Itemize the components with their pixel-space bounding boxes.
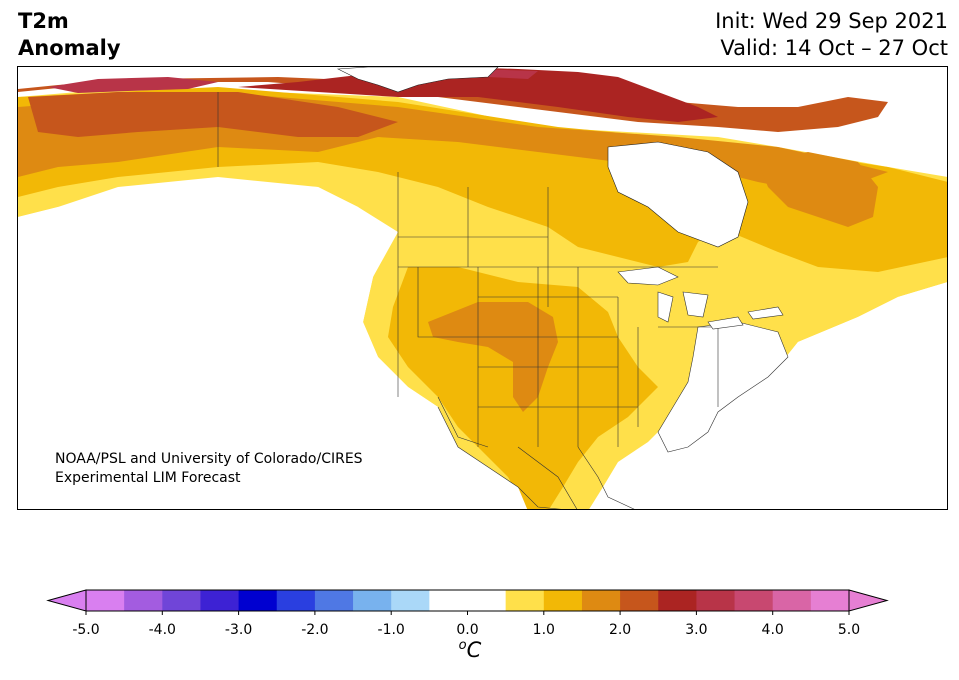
credit-line2: Experimental LIM Forecast (55, 470, 241, 486)
colorbar-tick-label: 5.0 (837, 622, 861, 638)
colorbar-segment (429, 590, 468, 611)
colorbar-tick-label: -1.0 (377, 622, 405, 638)
mexico-outline (437, 406, 635, 509)
colorbar-segment (505, 590, 545, 611)
colorbar-tick-label: 1.0 (532, 622, 555, 638)
anomaly-region-1.5-east (758, 152, 878, 227)
plot-title: T2m Anomaly (18, 8, 121, 62)
colorbar-segment (658, 590, 697, 611)
anomaly-region-1.5-central (428, 302, 558, 412)
atlantic-ocean (639, 282, 947, 509)
great-lakes (617, 266, 784, 330)
colorbar-segment (238, 590, 278, 611)
colorbar-segment (810, 590, 850, 611)
colorbar-segment (162, 590, 201, 611)
colorbar-tick-label: 0.0 (456, 622, 479, 638)
colorbar-tick-label: -3.0 (224, 622, 253, 638)
anomaly-region-3.0 (48, 77, 218, 93)
map-svg (18, 67, 947, 509)
colorbar-tick-label: -5.0 (72, 622, 100, 638)
credit-text: NOAA/PSL and University of Colorado/CIRE… (55, 450, 363, 488)
anomaly-map (17, 66, 948, 510)
colorbar-segment (353, 590, 392, 611)
colorbar-tick-label: -4.0 (148, 622, 176, 638)
title-variable: T2m (18, 9, 69, 33)
political-boundaries (217, 92, 719, 509)
colorbar-segment (200, 590, 240, 611)
pacific-ocean (18, 182, 528, 509)
valid-date: Valid: 14 Oct – 27 Oct (720, 36, 948, 60)
colorbar-tick-label: 2.0 (608, 622, 632, 638)
colorbar-segment (543, 590, 583, 611)
colorbar-segment (734, 590, 774, 611)
arctic-water (336, 67, 499, 93)
unit-degree: o (458, 638, 467, 653)
colorbar-over-arrow (848, 589, 889, 612)
anomaly-region-2.5 (238, 67, 718, 122)
colorbar-tick-label: -2.0 (301, 622, 329, 638)
colorbar-segment (391, 590, 430, 611)
credit-line1: NOAA/PSL and University of Colorado/CIRE… (55, 451, 363, 467)
colorbar-segment (124, 590, 163, 611)
unit-celsius: C (466, 638, 482, 662)
colorbar-segment (314, 590, 354, 611)
colorbar-segment (86, 590, 125, 611)
colorbar-segment (467, 590, 507, 611)
colorbar-tick-label: 3.0 (685, 622, 708, 638)
anomaly-region-2.0-north (28, 92, 398, 137)
colorbar-segment (276, 590, 316, 611)
colorbar-segment (581, 590, 621, 611)
colorbar-segment (772, 590, 812, 611)
init-date: Init: Wed 29 Sep 2021 (715, 9, 948, 33)
colorbar-segment (620, 590, 659, 611)
colorbar-unit: oC (440, 638, 500, 662)
hudson-bay (607, 141, 749, 248)
colorbar-segment (696, 590, 736, 611)
southeast-us-land (657, 321, 789, 453)
colorbar-under-arrow (46, 589, 87, 612)
colorbar-tick-label: 4.0 (761, 622, 784, 638)
title-anomaly: Anomaly (18, 36, 121, 60)
forecast-dates: Init: Wed 29 Sep 2021 Valid: 14 Oct – 27… (715, 8, 948, 62)
